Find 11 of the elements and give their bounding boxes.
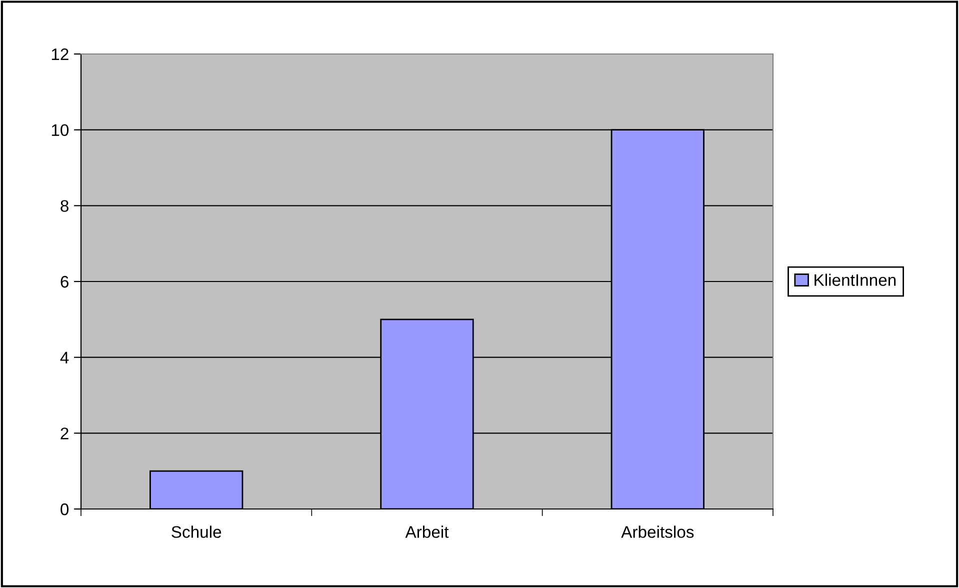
y-tick-label: 0 [60,503,69,516]
y-tick-label: 6 [60,276,68,288]
y-tick-label: 4 [60,352,69,364]
y-tick-label: 2 [60,428,68,440]
y-tick-label: 12 [52,48,68,60]
legend-label: KlientInnen [814,274,896,286]
y-tick-label: 8 [60,200,68,212]
x-tick-label: Arbeit [405,526,449,538]
y-tick-label: 10 [52,124,69,136]
x-tick-label: Arbeitslos [621,526,694,538]
x-tick-label: Schule [172,526,222,538]
